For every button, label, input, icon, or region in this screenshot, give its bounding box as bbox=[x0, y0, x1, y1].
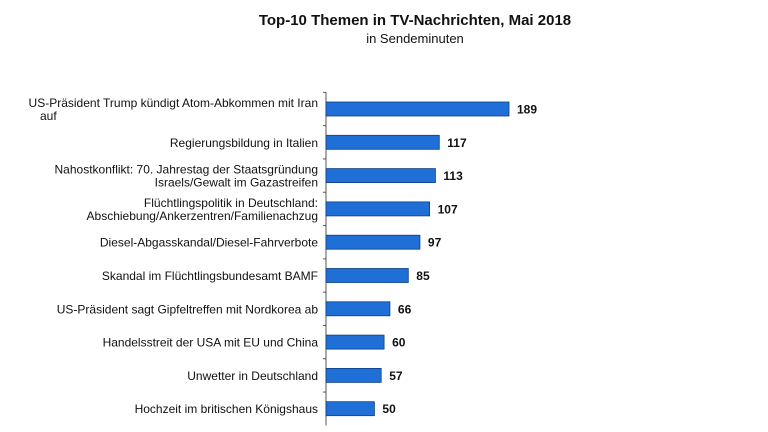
category-label-line: US-Präsident Trump kündigt Atom-Abkommen… bbox=[29, 96, 318, 110]
category-label-line: Israels/Gewalt im Gazastreifen bbox=[155, 176, 318, 190]
category-label-line: Abschiebung/Ankerzentren/Familienachzug bbox=[87, 209, 318, 223]
category-label: Handelsstreit der USA mit EU und China bbox=[103, 336, 319, 350]
data-label: 50 bbox=[382, 402, 396, 416]
category-label: Flüchtlingspolitik in Deutschland: Abschi… bbox=[87, 196, 318, 223]
category-label-line: US-Präsident sagt Gipfeltreffen mit Nord… bbox=[57, 302, 319, 316]
data-label: 57 bbox=[389, 369, 403, 383]
category-label: Nahostkonflikt: 70. Jahrestag der Staats… bbox=[55, 163, 319, 190]
data-label: 189 bbox=[517, 103, 537, 117]
data-label: 66 bbox=[398, 302, 412, 316]
category-label: Regierungsbildung in Italien bbox=[170, 136, 318, 150]
data-label: 97 bbox=[428, 236, 442, 250]
data-label: 85 bbox=[416, 269, 430, 283]
category-label-line: Hochzeit im britischen Königshaus bbox=[135, 402, 318, 416]
bar bbox=[325, 401, 375, 417]
data-label: 113 bbox=[443, 169, 463, 183]
category-label-line: Nahostkonflikt: 70. Jahrestag der Staats… bbox=[55, 163, 319, 177]
category-label-line: Regierungsbildung in Italien bbox=[170, 136, 318, 150]
bar bbox=[325, 301, 391, 317]
bar bbox=[325, 101, 510, 117]
chart-subtitle: in Sendeminuten bbox=[366, 31, 464, 46]
data-label: 117 bbox=[447, 136, 467, 150]
bar bbox=[325, 367, 382, 383]
bar bbox=[325, 334, 385, 350]
bar bbox=[325, 268, 409, 283]
category-label: Skandal im Flüchtlingsbundesamt BAMF bbox=[102, 269, 318, 283]
data-label: 107 bbox=[438, 202, 458, 216]
category-label-line: Skandal im Flüchtlingsbundesamt BAMF bbox=[102, 269, 318, 283]
category-label-line: Flüchtlingspolitik in Deutschland: bbox=[144, 196, 318, 210]
bar bbox=[325, 168, 436, 184]
bar bbox=[325, 201, 431, 217]
category-label: Hochzeit im britischen Königshaus bbox=[135, 402, 318, 416]
data-label: 60 bbox=[392, 336, 406, 350]
bar bbox=[325, 134, 440, 150]
category-label: Unwetter in Deutschland bbox=[187, 369, 318, 383]
category-label-line: Unwetter in Deutschland bbox=[187, 369, 318, 383]
category-label-line: Handelsstreit der USA mit EU und China bbox=[103, 336, 319, 350]
category-label-line: auf bbox=[40, 109, 57, 123]
category-label: US-Präsident Trump kündigt Atom-Abkommen… bbox=[29, 96, 318, 123]
category-label: US-Präsident sagt Gipfeltreffen mit Nord… bbox=[57, 302, 319, 316]
bar bbox=[325, 234, 421, 250]
chart-title: Top-10 Themen in TV-Nachrichten, Mai 201… bbox=[258, 12, 572, 29]
category-label-line: Diesel-Abgasskandal/Diesel-Fahrverbote bbox=[100, 236, 318, 250]
category-label: Diesel-Abgasskandal/Diesel-Fahrverbote bbox=[100, 236, 318, 250]
bars-layer: 189 US-Präsident Trump kündigt Atom-Abkom… bbox=[29, 91, 537, 426]
